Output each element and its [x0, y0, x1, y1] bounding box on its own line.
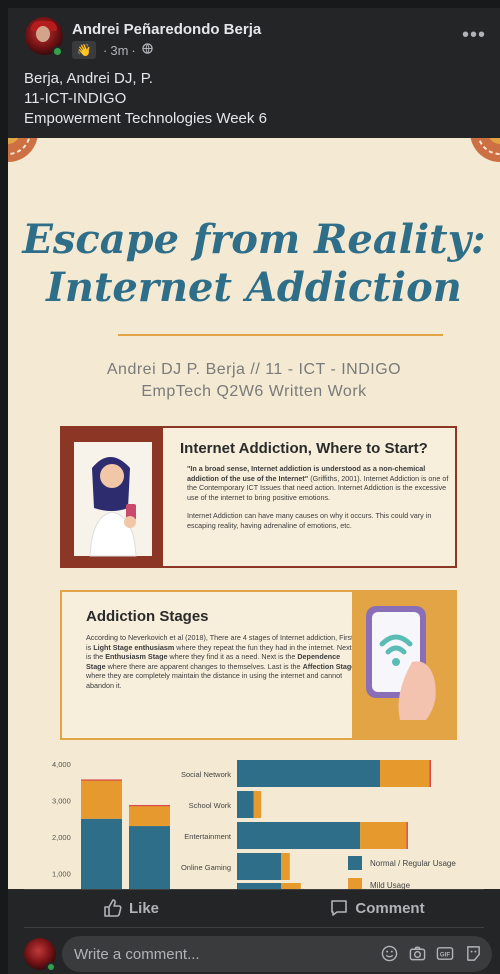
paragraph: Internet Addiction is one of the Contemp… — [187, 473, 449, 502]
stacked-bar-segment — [81, 780, 122, 819]
infographic-title: Internet Addiction — [46, 264, 462, 311]
bar-end-accent — [406, 822, 408, 849]
divider — [24, 889, 484, 890]
body-text: where they repeat the fun they had in th… — [86, 642, 352, 662]
horizontal-bar-segment — [237, 853, 281, 880]
online-status-icon — [46, 962, 56, 972]
y-tick-label: 1,000 — [52, 870, 71, 879]
post-caption: Berja, Andrei DJ, P. 11-ICT-INDIGO Empow… — [24, 69, 267, 129]
meta-separator: · — [103, 42, 108, 58]
stacked-bar-segment — [129, 826, 170, 889]
category-label: Online Gaming — [181, 863, 231, 872]
card-heading: Internet Addiction, Where to Start? — [180, 440, 428, 457]
meta-separator: · — [131, 42, 136, 58]
usage-chart: 4,000 3,000 2,000 1,000 Social Network School… — [52, 760, 456, 889]
avatar-face — [36, 26, 50, 42]
online-status-icon — [52, 46, 63, 57]
infographic-subtitle: EmpTech Q2W6 Written Work — [141, 383, 367, 400]
card-quote: "In a broad sense, Internet addiction is… — [187, 464, 449, 502]
comment-icon — [331, 900, 348, 916]
info-card-where-to-start: Internet Addiction, Where to Start? "In … — [60, 426, 457, 568]
category-label: School Work — [189, 801, 232, 810]
comment-input[interactable] — [74, 936, 374, 972]
divider — [24, 927, 484, 928]
phone-wifi-illustration — [352, 592, 455, 738]
legend-swatch — [348, 878, 362, 889]
bar-top-accent — [129, 804, 170, 807]
stage-name: Enthusiasm Stage — [105, 652, 168, 662]
title-divider — [118, 334, 443, 336]
post-actions: Like Comment — [8, 890, 500, 926]
author-name[interactable]: Andrei Peñaredondo Berja — [72, 21, 262, 38]
stacked-bar-segment — [81, 818, 122, 889]
comment-button[interactable]: Comment — [254, 890, 500, 926]
composer-icons: GIF — [380, 944, 482, 962]
bar-top-accent — [81, 779, 122, 781]
sticker-icon[interactable] — [464, 944, 482, 962]
post-card: Andrei Peñaredondo Berja 👋 · 3m · ••• Be… — [8, 8, 500, 974]
horizontal-bar-segment — [237, 760, 380, 787]
stage-name: Affection Stage — [302, 661, 356, 671]
stage-name: Light Stage enthusiasm — [93, 642, 175, 652]
woman-phone-illustration — [62, 428, 163, 566]
comment-composer: GIF — [8, 934, 500, 974]
post-meta: 👋 · 3m · — [72, 41, 153, 59]
category-label: Social Network — [181, 770, 231, 779]
more-options-icon[interactable]: ••• — [461, 24, 486, 46]
body-text: According to Neverkovich et al (2018), T… — [86, 633, 354, 652]
body-text: where they find it as a need. Next is th… — [167, 652, 298, 662]
globe-icon — [142, 43, 153, 57]
legend-swatch — [348, 856, 362, 870]
category-label: Entertainment — [184, 832, 232, 841]
card-body: "In a broad sense, Internet addiction is… — [187, 464, 449, 540]
stacked-bar-segment — [129, 805, 170, 827]
legend-label: Mild Usage — [370, 881, 411, 889]
horizontal-bar-segment — [253, 791, 262, 818]
horizontal-bar-segment — [281, 883, 301, 889]
body-text: where there are apparent changes to them… — [105, 661, 303, 671]
comment-box[interactable]: GIF — [62, 936, 492, 972]
svg-text:GIF: GIF — [440, 951, 450, 958]
emoji-icon[interactable] — [380, 944, 398, 962]
infographic-subtitle: Andrei DJ P. Berja // 11 - ICT - INDIGO — [106, 361, 402, 378]
infographic-title: Escape from Reality: — [22, 216, 486, 263]
gif-icon[interactable]: GIF — [436, 944, 454, 962]
corner-ornament-icon — [470, 138, 500, 162]
citation-text: (Griffiths, 2001). — [308, 473, 362, 483]
camera-icon[interactable] — [408, 944, 426, 962]
legend-label: Normal / Regular Usage — [370, 859, 456, 868]
post-image[interactable]: Escape from Reality: Internet Addiction … — [8, 138, 500, 889]
horizontal-bar-segment — [380, 760, 430, 787]
like-label: Like — [128, 899, 159, 917]
caption-line: 11-ICT-INDIGO — [24, 90, 127, 107]
like-button[interactable]: Like — [8, 890, 254, 926]
corner-ornament-icon — [8, 138, 38, 162]
author-avatar[interactable] — [25, 17, 63, 55]
comment-label: Comment — [355, 899, 425, 917]
caption-line: Berja, Andrei DJ, P. — [24, 70, 153, 87]
quote-text: "In a broad sense, Internet addiction is… — [187, 464, 426, 483]
post-time[interactable]: 3m — [110, 42, 129, 58]
post-header: Andrei Peñaredondo Berja 👋 · 3m · ••• Be… — [8, 8, 500, 138]
stage-name: Dependence Stage — [86, 652, 341, 671]
wave-badge-icon: 👋 — [72, 41, 96, 59]
horizontal-bar-segment — [237, 883, 281, 889]
caption-line: Empowerment Technologies Week 6 — [24, 110, 267, 127]
paragraph: Internet Addiction can have many causes … — [187, 511, 432, 530]
info-card-addiction-stages: Addiction Stages According to Neverkovic… — [60, 590, 457, 740]
horizontal-bar-segment — [237, 791, 254, 818]
y-tick-label: 2,000 — [52, 833, 71, 842]
card-body: According to Neverkovich et al (2018), T… — [86, 633, 356, 691]
horizontal-bar-segment — [360, 822, 407, 849]
thumbs-up-icon — [104, 899, 122, 917]
horizontal-bar-segment — [237, 822, 361, 849]
horizontal-bar-segment — [281, 853, 290, 880]
y-tick-label: 4,000 — [52, 760, 71, 769]
bar-end-accent — [429, 760, 431, 787]
card-heading: Addiction Stages — [86, 608, 209, 625]
y-tick-label: 3,000 — [52, 797, 71, 806]
body-text: where they are completely maintain the d… — [86, 671, 343, 690]
